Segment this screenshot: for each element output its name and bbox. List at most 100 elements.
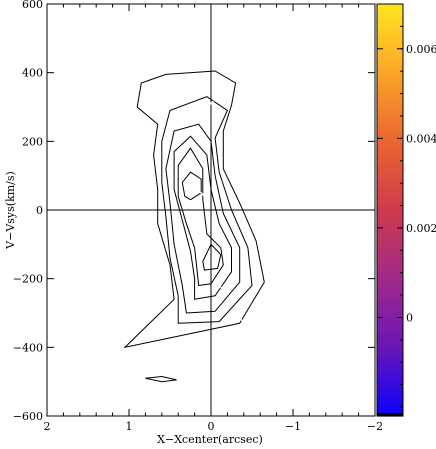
peak-marker	[212, 251, 219, 258]
colorbar-segment	[377, 357, 403, 362]
colorbar-segment	[377, 350, 403, 355]
colorbar-segment	[377, 364, 403, 369]
colorbar-segment	[377, 31, 403, 36]
colorbar-segment	[377, 302, 403, 307]
colorbar-segment	[377, 361, 403, 366]
contour-line	[145, 375, 177, 383]
markers	[191, 73, 243, 322]
colorbar-segment	[377, 220, 403, 225]
colorbar-segment	[377, 333, 403, 338]
y-tick-label: 400	[22, 67, 43, 80]
peak-marker	[191, 129, 198, 136]
colorbar-segment	[377, 182, 403, 187]
colorbar-segment	[377, 137, 403, 142]
position-velocity-plot: 2 1 0 −1 −2 −600 −400 −200 0 200 400 600	[13, 0, 383, 433]
colorbar: 0 0.002 0.004 0.006	[376, 3, 436, 417]
contour-line	[161, 96, 253, 324]
contour-line	[173, 135, 232, 300]
colorbar-segment	[377, 347, 403, 352]
x-tick-label: −1	[285, 420, 301, 433]
colorbar-segment	[377, 223, 403, 228]
colorbar-segment	[377, 161, 403, 166]
peak-marker	[216, 282, 223, 289]
colorbar-segment	[377, 210, 403, 215]
colorbar-segment	[377, 124, 403, 129]
y-axis: −600 −400 −200 0 200 400 600	[13, 0, 375, 423]
colorbar-segment	[377, 107, 403, 112]
colorbar-segment	[377, 271, 403, 276]
colorbar-segment	[377, 378, 403, 383]
colorbar-segment	[377, 141, 403, 146]
colorbar-segment	[377, 72, 403, 77]
colorbar-segment	[377, 38, 403, 43]
colorbar-segment	[377, 172, 403, 177]
colorbar-segment	[377, 55, 403, 60]
colorbar-segment	[377, 337, 403, 342]
colorbar-segment	[377, 21, 403, 26]
colorbar-tick-label: 0	[406, 311, 413, 324]
colorbar-segment	[377, 227, 403, 232]
colorbar-segment	[377, 285, 403, 290]
colorbar-segment	[377, 395, 403, 400]
colorbar-segment	[377, 165, 403, 170]
colorbar-segment	[377, 76, 403, 81]
colorbar-segment	[377, 52, 403, 57]
contour-line	[181, 171, 202, 201]
colorbar-segment	[377, 268, 403, 273]
colorbar-segment	[377, 213, 403, 218]
colorbar-segment	[377, 405, 403, 410]
contour-line	[177, 147, 224, 287]
colorbar-tick-label: 0.004	[406, 132, 436, 145]
y-tick-label: 0	[36, 204, 43, 217]
colorbar-segment	[377, 45, 403, 50]
colorbar-segment	[377, 24, 403, 29]
colorbar-segment	[377, 319, 403, 324]
colorbar-segment	[377, 244, 403, 249]
colorbar-segment	[377, 86, 403, 91]
peak-marker	[208, 100, 214, 107]
contour-line	[123, 70, 265, 349]
colorbar-segment	[377, 402, 403, 407]
colorbar-segment	[377, 409, 403, 414]
y-tick-label: 200	[22, 135, 43, 148]
colorbar-segment	[377, 354, 403, 359]
colorbar-segment	[377, 4, 403, 9]
colorbar-segment	[377, 58, 403, 63]
x-tick-label: 2	[44, 420, 51, 433]
colorbar-segment	[377, 371, 403, 376]
colorbar-segment	[377, 343, 403, 348]
colorbar-segment	[377, 192, 403, 197]
colorbar-segment	[377, 313, 403, 318]
colorbar-segment	[377, 295, 403, 300]
colorbar-segment	[377, 203, 403, 208]
colorbar-segment	[377, 110, 403, 115]
x-tick-label: 1	[126, 420, 133, 433]
colorbar-segment	[377, 299, 403, 304]
colorbar-segment	[377, 100, 403, 105]
colorbar-segment	[377, 374, 403, 379]
colorbar-segment	[377, 120, 403, 125]
colorbar-segment	[377, 330, 403, 335]
colorbar-segment	[377, 113, 403, 118]
colorbar-segment	[377, 398, 403, 403]
peak-marker	[236, 315, 243, 322]
colorbar-segment	[377, 69, 403, 74]
colorbar-segment	[377, 237, 403, 242]
colorbar-segment	[377, 117, 403, 122]
colorbar-segment	[377, 82, 403, 87]
colorbar-segment	[377, 216, 403, 221]
y-tick-label: −600	[13, 410, 43, 423]
colorbar-segment	[377, 89, 403, 94]
colorbar-segment	[377, 7, 403, 12]
colorbar-segment	[377, 62, 403, 67]
colorbar-segment	[377, 48, 403, 53]
colorbar-segment	[377, 316, 403, 321]
x-axis: 2 1 0 −1 −2	[44, 4, 383, 433]
x-tick-label: −2	[367, 420, 383, 433]
colorbar-segment	[377, 381, 403, 386]
colorbar-segment	[377, 179, 403, 184]
y-tick-label: −400	[13, 341, 43, 354]
colorbar-segment	[377, 340, 403, 345]
colorbar-segment	[377, 292, 403, 297]
